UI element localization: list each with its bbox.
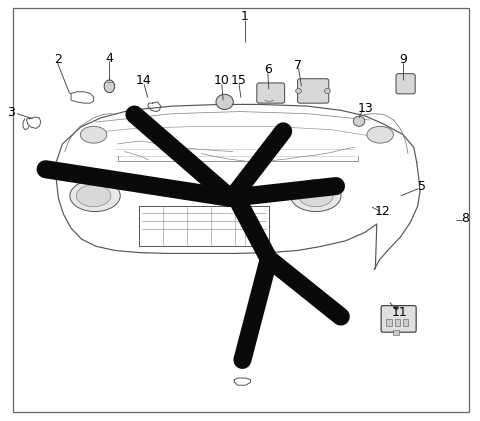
- Ellipse shape: [81, 126, 107, 143]
- Text: 11: 11: [392, 306, 407, 319]
- Text: 4: 4: [106, 52, 113, 64]
- Text: 6: 6: [264, 63, 272, 76]
- Ellipse shape: [324, 88, 330, 93]
- Bar: [386, 319, 392, 326]
- Text: 1: 1: [241, 11, 249, 23]
- Text: 13: 13: [358, 102, 373, 115]
- Text: 15: 15: [231, 75, 247, 87]
- Ellipse shape: [104, 80, 115, 93]
- FancyBboxPatch shape: [381, 306, 416, 332]
- Text: 7: 7: [294, 59, 301, 72]
- Ellipse shape: [296, 88, 301, 93]
- Circle shape: [353, 116, 365, 126]
- Bar: [403, 319, 408, 326]
- Circle shape: [216, 94, 233, 109]
- Text: 9: 9: [399, 53, 407, 66]
- Bar: [393, 330, 399, 335]
- Text: 3: 3: [7, 107, 14, 119]
- Bar: [395, 319, 400, 326]
- Ellipse shape: [76, 185, 111, 207]
- Ellipse shape: [299, 185, 333, 207]
- Text: 10: 10: [214, 75, 230, 87]
- FancyBboxPatch shape: [396, 74, 415, 94]
- FancyBboxPatch shape: [298, 79, 329, 103]
- FancyBboxPatch shape: [257, 83, 285, 103]
- Ellipse shape: [291, 180, 341, 211]
- Text: 14: 14: [136, 75, 152, 87]
- Text: 5: 5: [419, 180, 426, 192]
- Ellipse shape: [70, 180, 120, 211]
- Ellipse shape: [367, 126, 394, 143]
- Text: 2: 2: [54, 53, 61, 66]
- Text: 12: 12: [375, 205, 391, 218]
- Text: 8: 8: [462, 213, 469, 225]
